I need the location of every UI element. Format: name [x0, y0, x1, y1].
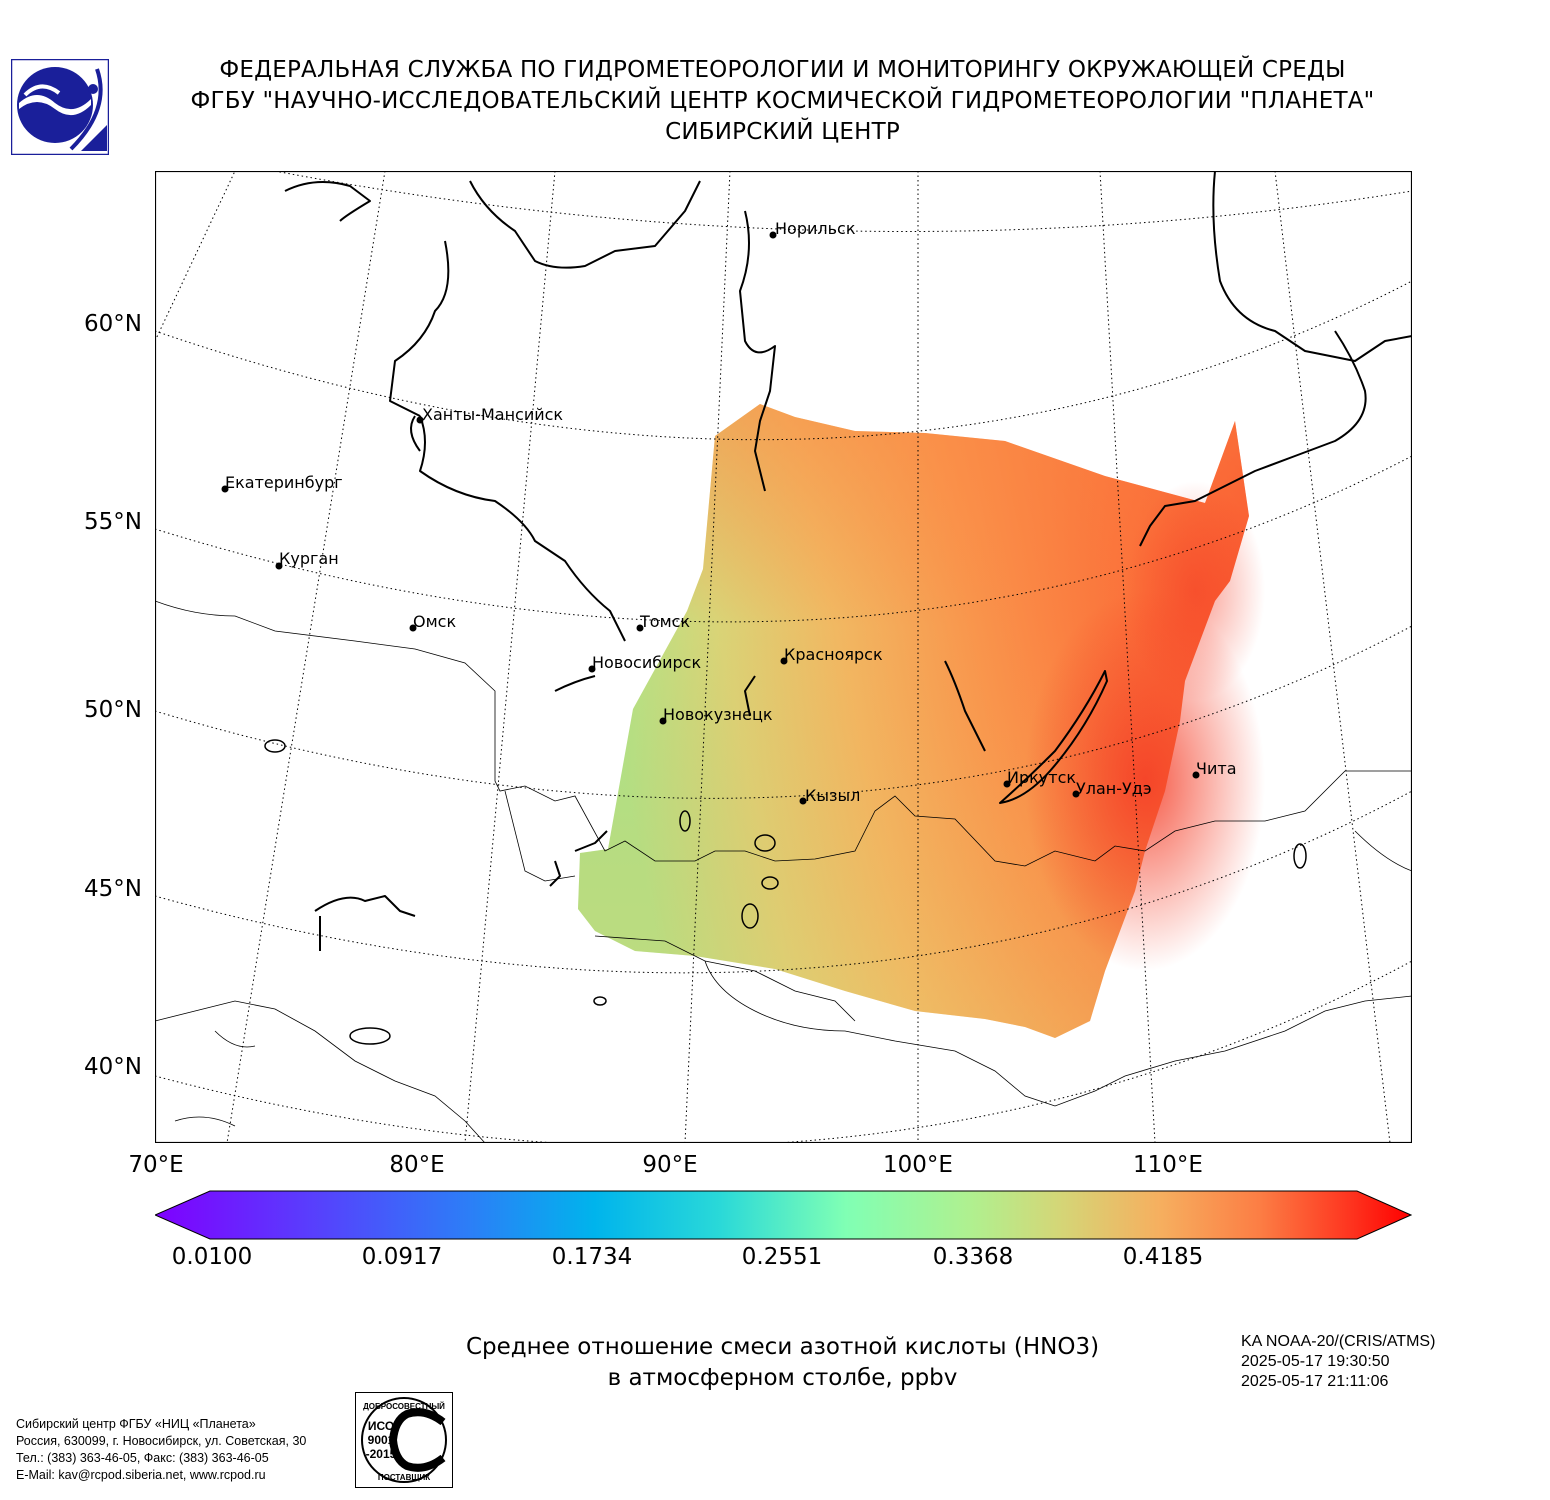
- contact-line-1: Сибирский центр ФГБУ «НИЦ «Планета»: [16, 1417, 256, 1431]
- caption-line-2: в атмосферном столбе, ppbv: [607, 1365, 958, 1391]
- contact-info: Сибирский центр ФГБУ «НИЦ «Планета» Росс…: [16, 1416, 306, 1484]
- map-svg: Норильск Ханты-Мансийск Екатеринбург Кур…: [154, 170, 1413, 1148]
- map-caption: Среднее отношение смеси азотной кислоты …: [380, 1332, 1185, 1394]
- city-label: Улан-Удэ: [1076, 779, 1152, 798]
- satellite-time-end: 2025-05-17 21:11:06: [1241, 1373, 1389, 1390]
- city-label: Чита: [1196, 759, 1237, 778]
- satellite-time-start: 2025-05-17 19:30:50: [1241, 1353, 1390, 1370]
- graticule: [154, 170, 1413, 1148]
- colorbar: [153, 1190, 1413, 1240]
- colorbar-tick: 0.0917: [361, 1244, 443, 1270]
- caption-line-1: Среднее отношение смеси азотной кислоты …: [465, 1334, 1100, 1360]
- colorbar-tick: 0.1734: [551, 1244, 633, 1270]
- iso-badge-mid1: ИСО: [368, 1419, 394, 1433]
- lon-label: 90°E: [642, 1152, 698, 1178]
- header-line-3: СИБИРСКИЙ ЦЕНТР: [665, 119, 900, 145]
- header-line-2: ФГБУ "НАУЧНО-ИССЛЕДОВАТЕЛЬСКИЙ ЦЕНТР КОС…: [190, 88, 1375, 114]
- iso-badge-top: ДОБРОСОВЕСТНЫЙ: [363, 1402, 445, 1411]
- colorbar-tick: 0.4185: [1122, 1244, 1204, 1270]
- colorbar-tick: 0.3368: [932, 1244, 1014, 1270]
- iso-badge-bottom: ПОСТАВЩИК: [378, 1473, 430, 1482]
- lat-label: 45°N: [84, 876, 142, 902]
- lat-label: 40°N: [84, 1054, 142, 1080]
- city-markers: [221, 231, 1200, 805]
- header: ФЕДЕРАЛЬНАЯ СЛУЖБА ПО ГИДРОМЕТЕОРОЛОГИИ …: [140, 55, 1425, 148]
- lon-label: 80°E: [389, 1152, 445, 1178]
- country-borders: [154, 600, 1413, 1144]
- city-label: Томск: [639, 612, 690, 631]
- city-label: Иркутск: [1007, 768, 1076, 787]
- city-label: Курган: [279, 549, 339, 568]
- contact-line-2: Россия, 630099, г. Новосибирск, ул. Сове…: [16, 1434, 307, 1448]
- lakes: [264, 739, 1307, 1045]
- lat-label: 60°N: [84, 311, 142, 337]
- map-panel: Норильск Ханты-Мансийск Екатеринбург Кур…: [154, 170, 1413, 1148]
- hno3-swath: [578, 404, 1265, 1038]
- colorbar-tick: 0.2551: [741, 1244, 823, 1270]
- city-label: Новосибирск: [592, 653, 701, 672]
- city-label: Норильск: [775, 219, 856, 238]
- satellite-info: KA NOAA-20/(CRIS/ATMS) 2025-05-17 19:30:…: [1241, 1332, 1435, 1392]
- city-label: Омск: [413, 612, 456, 631]
- header-line-1: ФЕДЕРАЛЬНАЯ СЛУЖБА ПО ГИДРОМЕТЕОРОЛОГИИ …: [219, 57, 1346, 83]
- planeta-logo: [10, 58, 110, 156]
- contact-line-4: E-Mail: kav@rcpod.siberia.net, www.rcpod…: [16, 1468, 266, 1482]
- contact-line-3: Тел.: (383) 363-46-05, Факс: (383) 363-4…: [16, 1451, 269, 1465]
- lat-label: 50°N: [84, 697, 142, 723]
- rivers-coastlines: [284, 170, 1413, 951]
- city-label: Кызыл: [805, 786, 860, 805]
- city-label: Красноярск: [784, 645, 883, 664]
- lat-label: 55°N: [84, 509, 142, 535]
- iso-badge-mid3: -2015: [366, 1447, 397, 1461]
- city-label: Екатеринбург: [225, 473, 343, 492]
- city-label: Ханты-Мансийск: [422, 405, 563, 424]
- lon-label: 100°E: [883, 1152, 953, 1178]
- iso-badge-mid2: 9001: [368, 1433, 395, 1447]
- colorbar-tick: 0.0100: [171, 1244, 253, 1270]
- lon-label: 110°E: [1133, 1152, 1203, 1178]
- city-label: Новокузнецк: [663, 705, 773, 724]
- iso-badge: ДОБРОСОВЕСТНЫЙ ИСО 9001 -2015 ПОСТАВЩИК: [355, 1392, 453, 1488]
- city-labels: Норильск Ханты-Мансийск Екатеринбург Кур…: [225, 219, 1237, 805]
- map-frame: [154, 170, 1413, 1144]
- satellite-name: KA NOAA-20/(CRIS/ATMS): [1241, 1333, 1436, 1350]
- lon-label: 70°E: [128, 1152, 184, 1178]
